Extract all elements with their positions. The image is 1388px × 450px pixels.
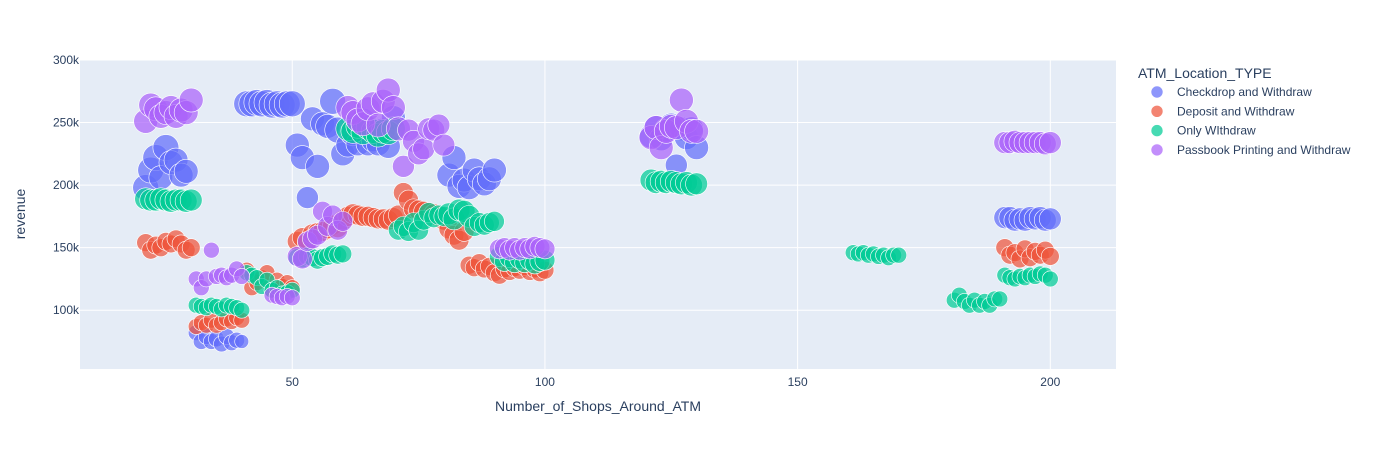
data-point[interactable] <box>392 155 415 178</box>
x-axis-title: Number_of_Shops_Around_ATM <box>495 398 701 414</box>
legend-label: Deposit and Withdraw <box>1177 104 1295 118</box>
x-tick-label: 50 <box>286 375 300 389</box>
legend-marker <box>1150 143 1164 157</box>
data-point[interactable] <box>1039 131 1062 154</box>
data-point[interactable] <box>534 238 556 260</box>
data-point[interactable] <box>432 133 456 157</box>
legend-title: ATM_Location_TYPE <box>1138 65 1272 81</box>
data-point[interactable] <box>427 113 451 137</box>
y-tick-label: 200k <box>53 178 80 192</box>
data-point[interactable] <box>233 268 251 285</box>
y-tick-label: 250k <box>53 116 80 130</box>
data-point[interactable] <box>179 188 203 212</box>
data-points <box>132 77 1062 353</box>
data-point[interactable] <box>178 87 204 113</box>
data-point[interactable] <box>181 238 201 257</box>
data-point[interactable] <box>173 159 199 184</box>
data-point[interactable] <box>332 211 354 232</box>
data-point[interactable] <box>296 186 319 209</box>
legend-item[interactable]: Deposit and Withdraw <box>1150 104 1295 118</box>
data-point[interactable] <box>412 137 435 161</box>
data-point[interactable] <box>684 119 709 144</box>
series-3 <box>133 77 1062 306</box>
data-point[interactable] <box>669 87 694 113</box>
data-point[interactable] <box>1039 207 1062 231</box>
data-point[interactable] <box>1041 247 1060 266</box>
legend-label: Checkdrop and Withdraw <box>1177 85 1312 99</box>
data-point[interactable] <box>381 95 406 120</box>
legend-marker <box>1150 85 1164 99</box>
axis-ticks: 50 100 150 200 100k 150k 200k 250k 300k <box>53 53 1061 389</box>
data-point[interactable] <box>991 290 1009 308</box>
legend-marker <box>1150 105 1164 118</box>
data-point[interactable] <box>278 90 306 118</box>
data-point[interactable] <box>292 248 313 270</box>
y-tick-label: 100k <box>53 303 80 317</box>
data-point[interactable] <box>1042 270 1059 288</box>
y-tick-label: 150k <box>53 241 80 255</box>
x-tick-label: 200 <box>1040 375 1060 389</box>
data-point[interactable] <box>283 289 301 306</box>
legend[interactable]: ATM_Location_TYPE Checkdrop and Withdraw… <box>1138 65 1351 157</box>
legend-marker <box>1150 124 1164 137</box>
grid-lines <box>80 59 1116 369</box>
legend-label: Passbook Printing and Withdraw <box>1177 143 1351 157</box>
legend-item[interactable]: Only WIthdraw <box>1150 124 1256 138</box>
data-point[interactable] <box>234 334 250 349</box>
data-point[interactable] <box>484 211 505 232</box>
data-point[interactable] <box>482 157 507 183</box>
legend-item[interactable]: Checkdrop and Withdraw <box>1150 85 1312 99</box>
data-point[interactable] <box>890 246 907 264</box>
data-point[interactable] <box>203 241 220 259</box>
x-tick-label: 100 <box>535 375 555 389</box>
legend-item[interactable]: Passbook Printing and Withdraw <box>1150 143 1351 157</box>
legend-label: Only WIthdraw <box>1177 124 1256 138</box>
y-tick-label: 300k <box>53 53 80 67</box>
data-point[interactable] <box>333 244 353 264</box>
data-point[interactable] <box>233 301 251 319</box>
y-axis-title: revenue <box>12 188 28 239</box>
data-point[interactable] <box>685 172 708 196</box>
x-tick-label: 150 <box>788 375 808 389</box>
data-point[interactable] <box>305 154 330 179</box>
